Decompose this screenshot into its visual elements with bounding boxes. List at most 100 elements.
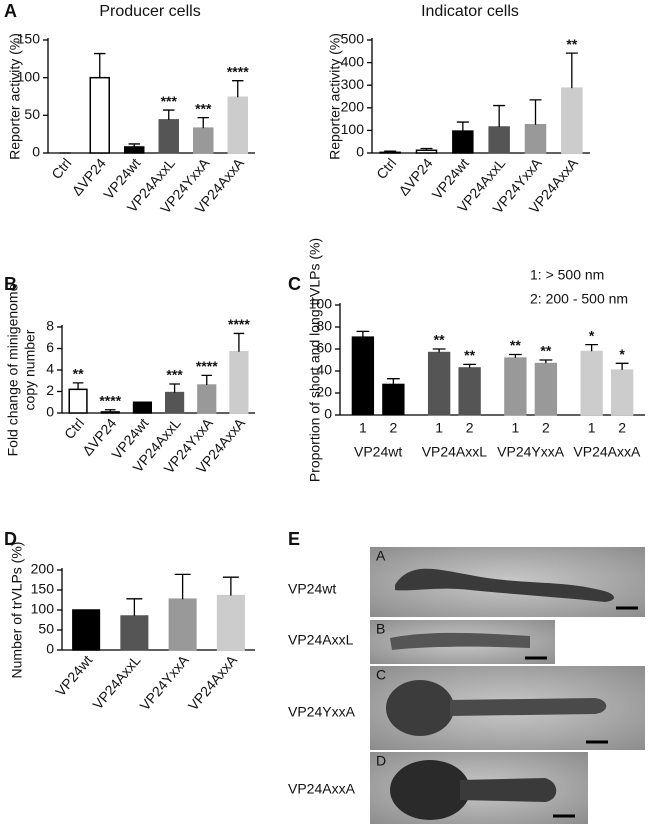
- bar: [193, 127, 214, 154]
- group-sub-label: 1: [588, 420, 596, 436]
- y-axis-label: Number of trVLPs (%): [9, 542, 25, 679]
- error-bar: [420, 147, 433, 151]
- y-tick-label: 200: [31, 561, 55, 577]
- x-tick-label: VP24AxxL: [422, 444, 488, 460]
- error-bar: [163, 109, 175, 120]
- y-tick-label: 150: [31, 581, 55, 597]
- group-sub-label: 2: [466, 420, 474, 436]
- micrograph-letter: A: [376, 548, 386, 564]
- bar: [164, 391, 185, 414]
- bar: [610, 369, 634, 416]
- bar: [124, 146, 145, 154]
- significance-label: **: [510, 337, 521, 353]
- y-tick-label: 100: [17, 68, 41, 84]
- error-bar: [432, 348, 446, 353]
- bar: [351, 336, 375, 416]
- bar: [561, 87, 583, 154]
- x-tick-label: VP24wt: [52, 652, 95, 699]
- y-axis-label: Proportion of short and long trVLPs (%): [307, 238, 323, 482]
- error-bar: [386, 378, 400, 385]
- y-tick-label: 40: [316, 362, 332, 378]
- y-tick-label: 80: [316, 318, 332, 334]
- bar: [415, 149, 438, 154]
- x-tick-label: VP24YxxA: [136, 652, 192, 714]
- y-axis-label: Fold change of minigenome: [5, 283, 21, 456]
- significance-label: ****: [228, 316, 250, 332]
- bar: [100, 411, 120, 414]
- error-bar: [585, 343, 599, 352]
- error-bar: [456, 121, 469, 132]
- error-bar: [463, 363, 477, 368]
- error-bar: [174, 573, 191, 600]
- bar: [488, 126, 510, 154]
- bar: [524, 124, 547, 154]
- bar: [158, 119, 179, 154]
- y-tick-label: 400: [341, 53, 365, 69]
- group-sub-label: 2: [618, 420, 626, 436]
- chart-title: Indicator cells: [421, 3, 519, 20]
- error-bar: [126, 598, 143, 616]
- y-tick-label: 0: [356, 144, 364, 160]
- bar: [229, 350, 249, 414]
- error-bar: [169, 383, 180, 393]
- error-bar: [128, 143, 140, 147]
- micrograph-a: A: [370, 547, 645, 617]
- error-bar: [615, 362, 629, 370]
- significance-label: **: [434, 332, 445, 348]
- error-bar: [539, 359, 553, 364]
- y-tick-label: 0: [32, 144, 40, 160]
- panel-letter: D: [4, 529, 17, 549]
- bar: [227, 96, 248, 154]
- y-axis-label: Reporter activity (%): [327, 33, 343, 160]
- significance-label: *: [619, 346, 625, 362]
- x-tick-label: VP24AxxA: [573, 444, 641, 460]
- y-tick-label: 50: [24, 106, 40, 122]
- y-tick-label: 0: [46, 404, 54, 420]
- panel-letter: E: [288, 529, 300, 549]
- legend-label: 1: > 500 nm: [530, 267, 604, 283]
- significance-label: **: [73, 366, 84, 382]
- y-tick-label: 0: [324, 406, 332, 422]
- micrograph-d: D: [370, 752, 588, 824]
- y-tick-label: 20: [316, 384, 332, 400]
- significance-label: ****: [99, 392, 121, 408]
- micrograph-label: VP24wt: [288, 581, 336, 597]
- significance-label: ****: [196, 358, 218, 374]
- bar: [68, 388, 88, 414]
- significance-label: **: [566, 36, 577, 52]
- micrograph-letter: B: [376, 621, 385, 637]
- bar: [458, 367, 481, 416]
- bar: [168, 598, 197, 651]
- bar: [427, 351, 451, 416]
- y-tick-label: 50: [38, 621, 54, 637]
- bar: [580, 350, 603, 416]
- y-tick-label: 8: [46, 318, 54, 334]
- legend-label: 2: 200 - 500 nm: [530, 291, 628, 307]
- micrograph-letter: D: [376, 753, 386, 769]
- micrograph-letter: C: [376, 667, 386, 683]
- error-bar: [94, 52, 106, 78]
- y-tick-label: 6: [46, 339, 54, 355]
- significance-label: ***: [166, 367, 183, 383]
- y-tick-label: 0: [46, 641, 54, 657]
- x-tick-label: VP24AxxA: [185, 652, 241, 714]
- error-bar: [104, 409, 116, 412]
- y-tick-label: 100: [341, 121, 365, 137]
- group-sub-label: 2: [542, 420, 550, 436]
- panel-letter: C: [288, 274, 301, 294]
- significance-label: ***: [195, 100, 212, 116]
- bar: [216, 594, 245, 651]
- y-axis-label: copy number: [22, 329, 38, 410]
- significance-label: **: [540, 343, 551, 359]
- error-bar: [201, 374, 213, 386]
- error-bar: [508, 353, 522, 358]
- y-tick-label: 4: [46, 361, 54, 377]
- micrograph-b: B: [370, 620, 555, 664]
- significance-label: ***: [161, 93, 178, 109]
- bar: [504, 357, 527, 416]
- micrograph-label: VP24YxxA: [288, 704, 356, 720]
- significance-label: ****: [227, 63, 249, 79]
- bar: [382, 383, 405, 416]
- x-tick-label: Ctrl: [48, 155, 74, 182]
- x-tick-label: VP24YxxA: [497, 444, 565, 460]
